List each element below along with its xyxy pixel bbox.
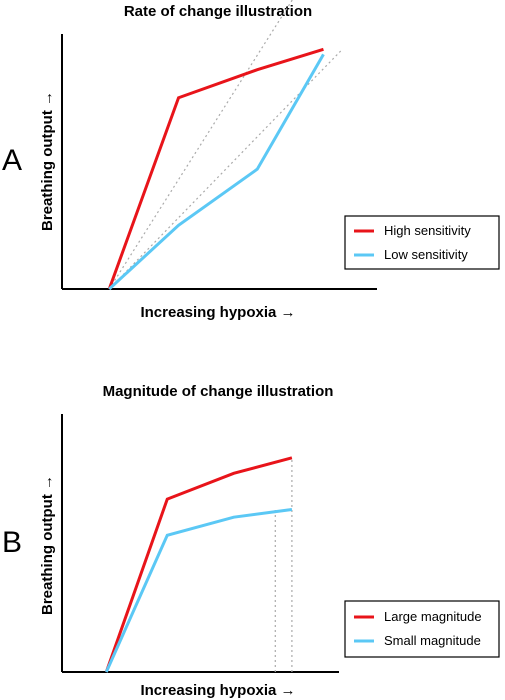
x-axis-label-b: Increasing hypoxia → xyxy=(140,682,295,699)
legend-label-large-magnitude: Large magnitude xyxy=(384,609,482,624)
series-line-large-magnitude xyxy=(104,456,293,673)
legend-label-small-magnitude: Small magnitude xyxy=(384,633,481,648)
legend-label-low-sensitivity: Low sensitivity xyxy=(384,247,468,262)
legend-label-high-sensitivity: High sensitivity xyxy=(384,223,471,238)
panel-b: B Magnitude of change illustration Incre… xyxy=(2,383,500,699)
series-line-high-sensitivity xyxy=(107,47,324,290)
panel-a: A Rate of change illustration Increasing… xyxy=(2,0,500,321)
series-line-small-magnitude xyxy=(104,507,293,673)
legend-a: High sensitivity Low sensitivity xyxy=(344,215,500,270)
chart-title-b: Magnitude of change illustration xyxy=(103,383,334,400)
panel-letter-b: B xyxy=(2,526,22,559)
legend-box-b xyxy=(344,600,500,658)
legend-box-a xyxy=(344,215,500,270)
series-line-low-sensitivity xyxy=(108,53,325,291)
chart-title-a: Rate of change illustration xyxy=(124,3,312,20)
plot-area-a xyxy=(107,0,343,291)
legend-b: Large magnitude Small magnitude xyxy=(344,600,500,658)
y-axis-label-a: Breathing output → xyxy=(39,91,56,231)
x-axis-label-a: Increasing hypoxia → xyxy=(140,304,295,321)
y-axis-label-b: Breathing output → xyxy=(39,475,56,615)
plot-area-b xyxy=(104,456,293,673)
panel-letter-a: A xyxy=(2,144,22,177)
guide-line-a-2 xyxy=(108,48,343,290)
